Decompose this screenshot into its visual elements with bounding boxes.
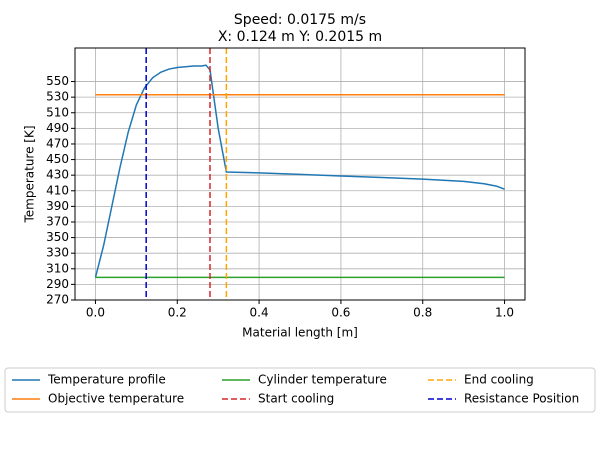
- y-tick-label: 270: [46, 293, 69, 307]
- chart-title: X: 0.124 m Y: 0.2015 m: [218, 29, 382, 45]
- y-tick-label: 530: [46, 90, 69, 104]
- y-tick-label: 290: [46, 277, 69, 291]
- x-tick-label: 0.0: [86, 306, 105, 320]
- y-tick-label: 490: [46, 121, 69, 135]
- plot-frame: [74, 47, 526, 301]
- legend-label: End cooling: [464, 373, 534, 387]
- y-tick-label: 510: [46, 105, 69, 119]
- legend-label: Objective temperature: [48, 392, 184, 406]
- chart-title: Speed: 0.0175 m/s: [234, 12, 366, 28]
- legend-label: Cylinder temperature: [258, 373, 387, 387]
- y-tick-label: 410: [46, 183, 69, 197]
- series-line: [94, 64, 505, 278]
- y-tick-label: 450: [46, 152, 69, 166]
- x-tick-label: 0.2: [168, 306, 187, 320]
- legend-box: [4, 367, 596, 413]
- legend-label: Start cooling: [258, 392, 334, 406]
- y-tick-label: 470: [46, 136, 69, 150]
- x-axis-label: Material length [m]: [242, 326, 358, 340]
- y-tick-label: 370: [46, 214, 69, 228]
- legend-label: Resistance Position: [464, 392, 579, 406]
- y-tick-label: 330: [46, 246, 69, 260]
- x-tick-label: 0.8: [413, 306, 432, 320]
- y-tick-label: 390: [46, 199, 69, 213]
- x-tick-label: 0.6: [331, 306, 350, 320]
- x-tick-label: 1.0: [495, 306, 514, 320]
- x-tick-label: 0.4: [250, 306, 269, 320]
- legend-label: Temperature profile: [47, 373, 166, 387]
- y-tick-label: 310: [46, 261, 69, 275]
- y-tick-label: 430: [46, 168, 69, 182]
- y-axis-label: Temperature [K]: [23, 125, 37, 223]
- y-tick-label: 550: [46, 74, 69, 88]
- y-tick-label: 350: [46, 230, 69, 244]
